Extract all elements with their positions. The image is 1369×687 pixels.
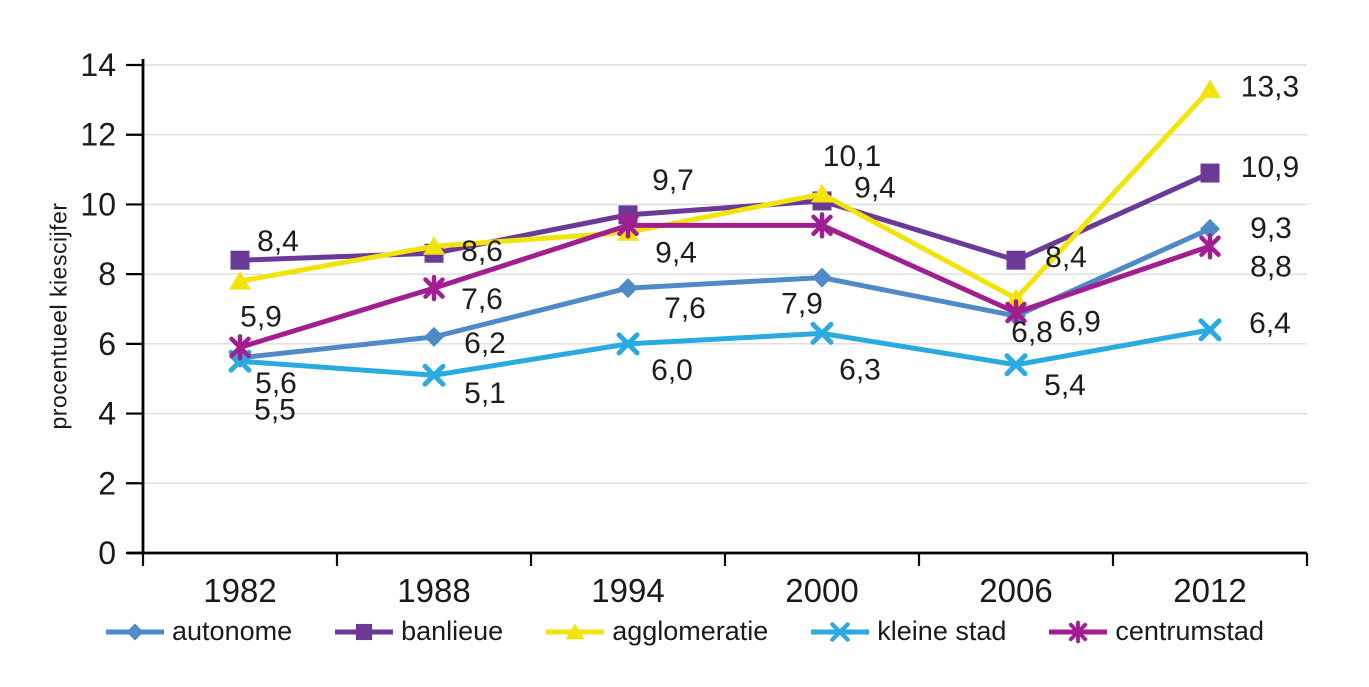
marker-triangle-icon [1199, 79, 1221, 98]
data-label: 7,6 [461, 283, 503, 316]
data-label: 5,1 [464, 377, 506, 410]
data-label: 8,4 [257, 225, 299, 258]
legend-label: agglomeratie [612, 616, 769, 646]
y-tick-label: 0 [98, 535, 116, 571]
data-label: 9,4 [655, 236, 697, 269]
x-tick-label: 2006 [979, 572, 1052, 609]
legend-item-kleine-stad: kleine stad [810, 616, 1006, 647]
chart-legend: autonome banlieue agglomeratie kleine stad c… [0, 616, 1369, 647]
data-label: 9,4 [854, 171, 896, 204]
series-markers-kleine-stad [228, 318, 1222, 387]
marker-square-icon [1200, 163, 1220, 183]
y-tick-label: 12 [80, 117, 116, 153]
marker-triangle-icon [811, 183, 833, 203]
legend-label: autonome [172, 616, 293, 646]
marker-square-icon [356, 623, 373, 640]
marker-asterisk-icon [423, 274, 445, 302]
marker-square-icon [230, 250, 250, 270]
series-line-agglomeratie [239, 87, 1212, 302]
marker-asterisk-icon [1069, 620, 1088, 643]
legend-item-autonome: autonome [105, 616, 292, 647]
series-markers-centrumstad [229, 212, 1221, 361]
data-label: 7,9 [781, 288, 823, 321]
legend-item-banlieue: banlieue [334, 616, 503, 647]
legend-marker-asterisk-icon [1049, 620, 1108, 643]
data-label: 6,3 [839, 353, 881, 386]
data-label: 6,0 [651, 354, 693, 387]
marker-triangle-icon [1005, 288, 1027, 308]
data-label: 5,6 [255, 367, 297, 400]
legend-marker-triangle-icon [546, 623, 605, 639]
data-label: 9,3 [1250, 212, 1292, 245]
y-tick-label: 8 [98, 256, 116, 292]
data-label: 6,4 [1249, 307, 1291, 340]
marker-diamond-icon [812, 267, 832, 288]
marker-diamond-icon [1200, 218, 1220, 239]
series-line-kleine-stad [239, 327, 1211, 378]
x-tick-label: 2012 [1173, 572, 1246, 609]
data-label: 6,9 [1059, 305, 1101, 338]
legend-marker-square-icon [335, 623, 394, 640]
marker-x-icon [830, 621, 851, 642]
data-label: 8,8 [1250, 250, 1292, 283]
data-label: 13,3 [1241, 70, 1299, 103]
marker-x-icon [1198, 318, 1222, 342]
x-tick-label: 2000 [785, 572, 858, 609]
legend-label: kleine stad [877, 616, 1007, 646]
marker-diamond-icon [126, 623, 144, 640]
data-label: 10,9 [1241, 151, 1299, 184]
data-label: 9,7 [652, 164, 694, 197]
marker-triangle-icon [423, 236, 445, 255]
data-label: 5,4 [1044, 369, 1086, 402]
marker-triangle-icon [565, 623, 585, 639]
marker-x-icon [810, 321, 834, 345]
marker-asterisk-icon [811, 212, 833, 239]
marker-square-icon [1006, 250, 1026, 270]
marker-asterisk-icon [229, 334, 251, 361]
legend-item-centrumstad: centrumstad [1048, 616, 1264, 647]
data-label: 6,8 [1011, 316, 1053, 349]
legend-label: centrumstad [1115, 616, 1264, 646]
marker-asterisk-icon [1199, 233, 1221, 260]
legend-marker-x-icon [811, 621, 870, 642]
marker-diamond-icon [618, 278, 638, 299]
marker-triangle-icon [229, 271, 251, 290]
legend-item-agglomeratie: agglomeratie [545, 616, 768, 647]
data-label: 8,6 [461, 235, 503, 268]
data-label: 10,1 [823, 140, 881, 173]
marker-diamond-icon [424, 326, 444, 347]
x-tick-label: 1982 [203, 572, 276, 609]
data-label: 6,2 [464, 327, 506, 360]
y-tick-label: 2 [98, 465, 116, 501]
y-tick-label: 14 [80, 47, 116, 83]
y-tick-label: 6 [98, 326, 116, 362]
series-line-centrumstad [239, 222, 1211, 350]
legend-marker-diamond-icon [106, 623, 165, 640]
legend-label: banlieue [401, 616, 504, 646]
y-tick-label: 10 [80, 186, 116, 222]
marker-x-icon [616, 332, 640, 356]
x-tick-label: 1994 [591, 572, 664, 609]
data-label: 8,4 [1045, 241, 1087, 274]
marker-asterisk-icon [617, 212, 639, 239]
x-tick-label: 1988 [397, 572, 470, 609]
data-label: 7,6 [664, 292, 706, 325]
y-tick-label: 4 [98, 396, 116, 432]
data-label: 5,9 [240, 300, 282, 333]
marker-x-icon [422, 363, 446, 387]
marker-x-icon [1004, 353, 1028, 377]
data-label: 5,5 [254, 393, 296, 426]
marker-asterisk-icon [1005, 299, 1027, 326]
